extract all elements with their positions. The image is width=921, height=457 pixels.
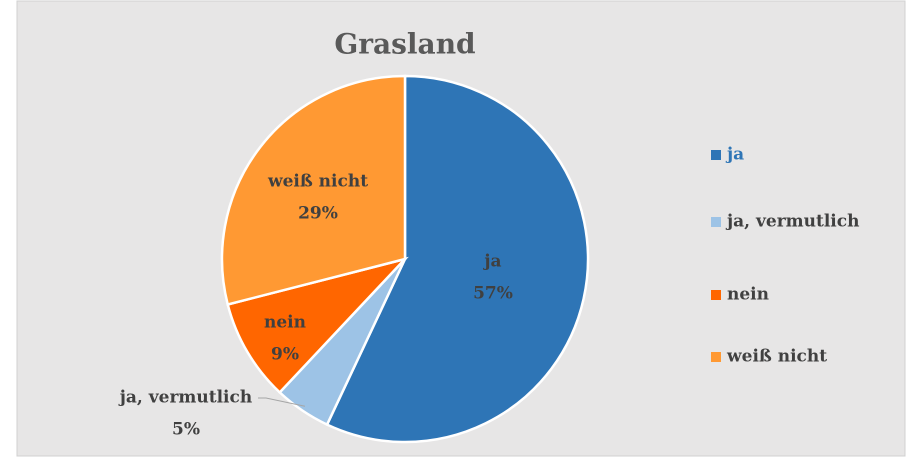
data-label-value: 57%: [473, 284, 513, 304]
legend-label: ja, vermutlich: [725, 212, 859, 232]
pie-slice: [325, 74, 590, 444]
data-label-category: ja, vermutlich: [118, 388, 252, 408]
data-label-value: 29%: [298, 204, 338, 224]
legend-swatch: [711, 290, 721, 300]
data-label-category: weiß nicht: [267, 172, 368, 192]
data-label-value: 9%: [271, 345, 299, 365]
legend-label: weiß nicht: [726, 347, 827, 367]
legend-label: ja: [725, 145, 744, 165]
leader-line: [258, 397, 306, 407]
pie-slice: [226, 256, 409, 395]
legend-swatch: [711, 352, 721, 362]
legend-swatch: [711, 150, 721, 160]
legend-label: nein: [727, 285, 769, 305]
data-label-category: ja: [482, 252, 501, 272]
data-label-value: 5%: [172, 420, 200, 440]
data-label-category: nein: [264, 313, 306, 333]
legend-swatch: [711, 217, 721, 227]
pie-slice: [220, 74, 407, 307]
chart-title: Grasland: [334, 28, 475, 61]
